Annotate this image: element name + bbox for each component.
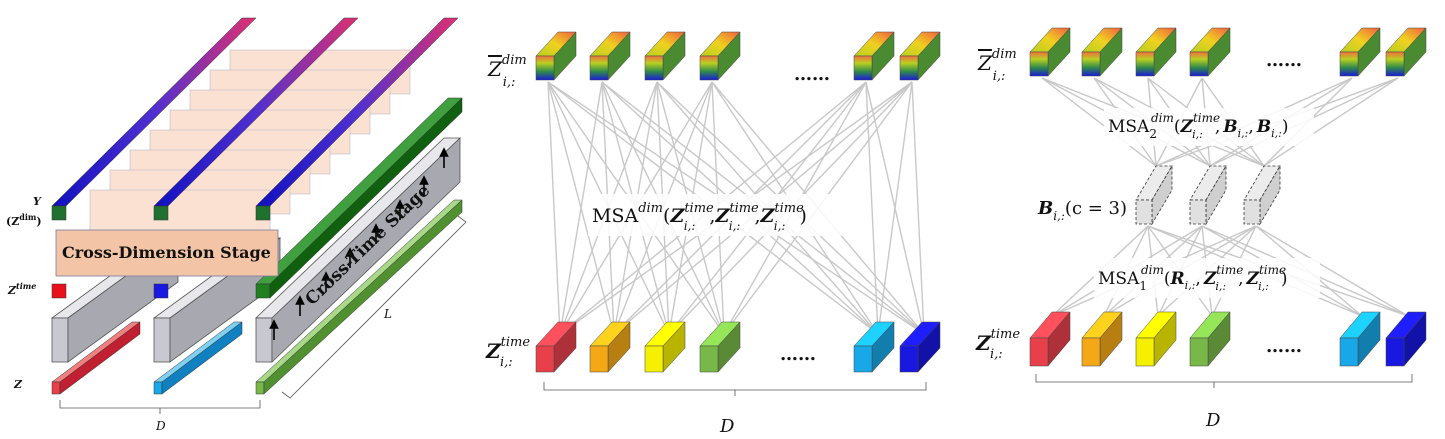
input-cube-red (536, 322, 576, 372)
output-cube-2 (590, 32, 630, 80)
output-cube-6 (900, 32, 940, 80)
right-output-cube-2 (1082, 28, 1122, 76)
cross-dimension-stage-label: Cross-Dimension Stage (62, 243, 271, 262)
ztime-bar-blue (154, 284, 168, 298)
svg-text:Bi,:(c = 3): Bi,:(c = 3) (1037, 198, 1127, 223)
right-top-ellipsis: …… (1266, 50, 1302, 71)
right-output-cube-4 (1190, 28, 1230, 76)
middle-bottom-ellipsis: …… (780, 344, 816, 365)
right-panel: Zdim i,: Ztime i,: …… …… MSA2dim(Ztime i,:,… (975, 28, 1426, 431)
router-label: Bi,:(c = 3) (1037, 198, 1127, 223)
router-cubes (1136, 166, 1280, 224)
router-cube-3 (1244, 166, 1280, 224)
y-sub-label: (Zdim) (6, 212, 42, 228)
input-cube-yellow (645, 322, 685, 372)
right-input-cubes (1030, 312, 1426, 366)
l-label: L (383, 307, 392, 321)
right-bottom-label: Ztime i,: (975, 327, 1020, 362)
middle-input-cubes (536, 322, 940, 372)
d-label-left: D (155, 419, 166, 433)
right-bottom-ellipsis: …… (1266, 336, 1302, 357)
d-label-middle: D (719, 416, 735, 437)
middle-msa-formula: MSAdim(Ztime i,: ,Ztime i,: ,Ztime i,:) (588, 194, 864, 236)
d-label-right: D (1205, 410, 1221, 431)
right-input-cube-cyan (1340, 312, 1380, 366)
input-cube-green (700, 322, 740, 372)
z-label-left: Z (13, 378, 23, 391)
ztime-bar-red (52, 284, 66, 298)
msa1-formula: MSA1dim(Ri,:, Ztime i,:, Ztime i,:) (1094, 258, 1320, 298)
msa2-formula: MSA2dim(Ztime i,:, Bi,:, Bi,:) (1104, 108, 1314, 146)
right-output-cube-3 (1136, 28, 1176, 76)
ztime-label-left: Ztime (7, 281, 36, 297)
middle-bottom-label: Ztime i,: (485, 335, 530, 370)
right-input-cube-blue (1386, 312, 1426, 366)
right-output-cube-5 (1340, 28, 1380, 76)
middle-top-ellipsis: …… (794, 64, 830, 85)
d-bracket-right (1036, 374, 1412, 388)
right-input-cube-red (1030, 312, 1070, 366)
output-cube-3 (645, 32, 685, 80)
middle-output-cubes (536, 32, 940, 80)
output-cube-1 (536, 32, 576, 80)
right-input-cube-green (1190, 312, 1230, 366)
left-panel: Cross-Time Stage Cross-Dimension Stage L… (6, 18, 466, 433)
right-output-cube-6 (1386, 28, 1426, 76)
middle-top-label: Zdim i,: (487, 53, 527, 90)
y-label: Y (33, 195, 42, 208)
right-input-cube-orange (1082, 312, 1122, 366)
right-input-cube-yellow (1136, 312, 1176, 366)
right-output-cube-1 (1030, 28, 1070, 76)
input-cube-cyan (854, 322, 894, 372)
right-top-label: Zdim i,: (977, 47, 1017, 84)
connector-line (912, 82, 924, 334)
d-bracket-middle (544, 382, 926, 396)
router-cube-1 (1136, 166, 1172, 224)
input-cube-blue (900, 322, 940, 372)
d-bracket-left (60, 400, 260, 414)
input-cube-orange (590, 322, 630, 372)
output-cube-5 (854, 32, 894, 80)
router-cube-2 (1190, 166, 1226, 224)
middle-panel: Zdim i,: Ztime i,: …… …… MSAdim(Ztime i,: ,Z… (485, 32, 940, 437)
right-output-cubes (1030, 28, 1426, 76)
output-cube-4 (700, 32, 740, 80)
